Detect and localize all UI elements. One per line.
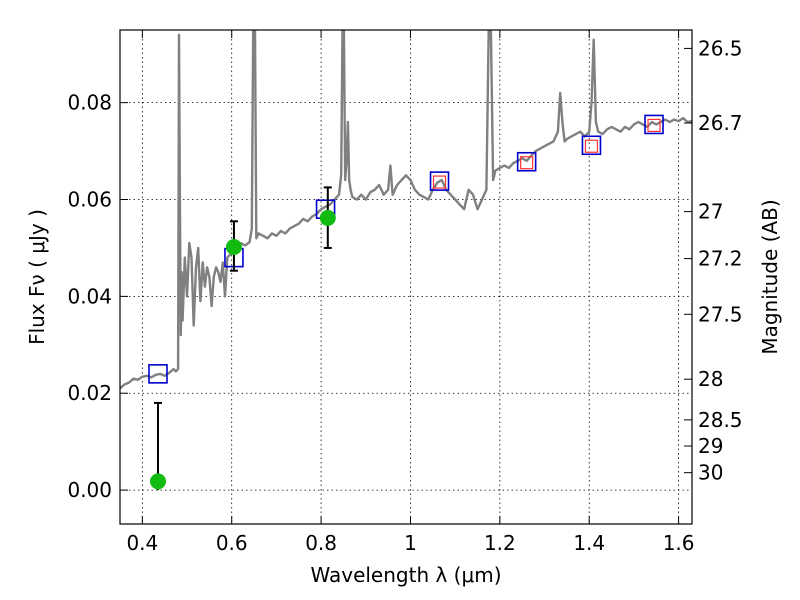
x-axis-label: Wavelength λ (μm) — [310, 563, 501, 587]
right-tick-label: 26.5 — [698, 36, 743, 60]
x-tick-label: 1.4 — [573, 531, 605, 555]
x-tick-label: 0.4 — [126, 531, 158, 555]
observed-flux-point — [149, 473, 166, 490]
spectrum-line — [120, 30, 692, 390]
right-tick-label: 27.5 — [698, 302, 743, 326]
model-flux-square-red — [647, 118, 661, 133]
y-tick-label: 0.00 — [67, 478, 112, 502]
ticks: 0.4 0.6 0.8 1 1.2 1.4 1.6 0.00 0.02 0.04 0.06 0.08 2… — [67, 30, 743, 555]
x-tick-label: 1.6 — [663, 531, 695, 555]
y-axis-label: Flux Fν ( μJy ) — [25, 209, 49, 345]
right-tick-label: 28 — [698, 367, 723, 391]
model-flux-square — [516, 151, 537, 172]
x-tick-label: 0.6 — [216, 531, 248, 555]
axes-frame — [119, 29, 693, 525]
y-axis-right-label: Magnitude (AB) — [758, 199, 782, 354]
right-tick-label: 30 — [698, 461, 723, 485]
y-tick-label: 0.02 — [67, 381, 112, 405]
model-flux-square — [581, 135, 602, 156]
right-tick-label: 28.5 — [698, 408, 743, 432]
right-tick-label: 26.7 — [698, 111, 743, 135]
model-flux-square-red — [520, 156, 534, 170]
model-flux-square — [148, 364, 168, 384]
y-tick-label: 0.06 — [67, 188, 112, 212]
x-tick-label: 1.2 — [484, 531, 516, 555]
observed-flux-point — [319, 209, 336, 226]
x-tick-label: 1 — [404, 531, 417, 555]
model-flux-square — [644, 114, 664, 135]
x-tick-label: 0.8 — [305, 531, 337, 555]
right-tick-label: 29 — [698, 434, 723, 458]
observed-flux-point — [225, 238, 242, 255]
model-flux-square — [429, 171, 450, 191]
right-tick-label: 27 — [698, 200, 723, 224]
plot-layer — [120, 30, 692, 491]
y-tick-label: 0.04 — [67, 284, 112, 308]
y-tick-label: 0.08 — [67, 91, 112, 115]
model-flux-square-red — [432, 175, 447, 189]
right-tick-label: 27.2 — [698, 247, 743, 271]
model-flux-square-red — [584, 139, 599, 153]
grid — [120, 30, 692, 524]
